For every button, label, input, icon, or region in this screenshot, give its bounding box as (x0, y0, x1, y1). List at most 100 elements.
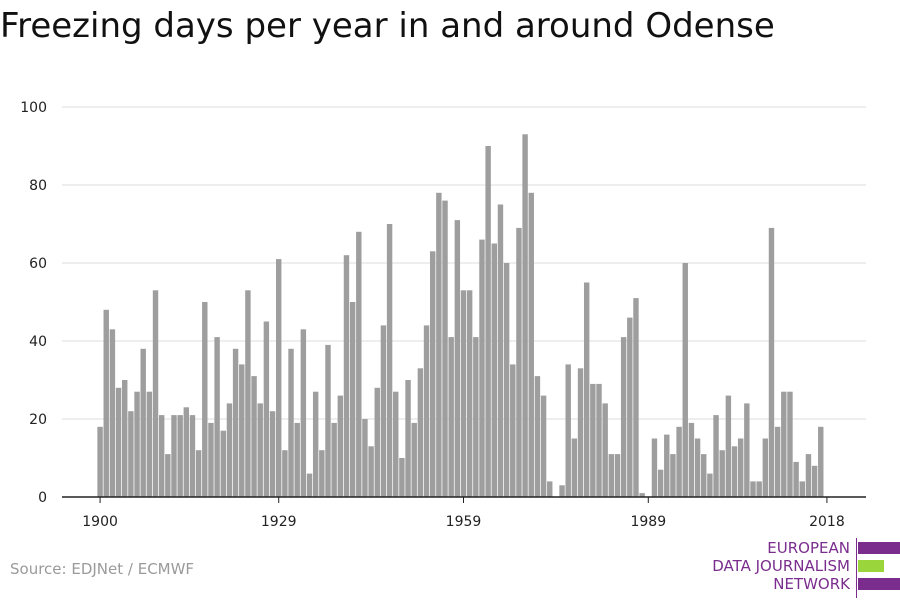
bar-1956 (442, 201, 447, 497)
logo-bar-middle (858, 560, 884, 572)
bar-2002 (726, 396, 731, 497)
bar-1908 (147, 392, 152, 497)
bar-1904 (122, 380, 127, 497)
bar-1997 (695, 439, 700, 498)
bar-1923 (239, 364, 244, 497)
bar-1909 (153, 290, 158, 497)
bar-1983 (609, 454, 614, 497)
bar-1975 (559, 485, 564, 497)
bar-1966 (504, 263, 509, 497)
bars (97, 134, 823, 497)
bar-2003 (732, 446, 737, 497)
bar-1940 (344, 255, 349, 497)
bar-1987 (633, 298, 638, 497)
bar-1912 (171, 415, 176, 497)
bar-2015 (806, 454, 811, 497)
bar-1900 (97, 427, 102, 497)
bar-1972 (541, 396, 546, 497)
bar-1915 (190, 415, 195, 497)
bar-1922 (233, 349, 238, 497)
bar-2006 (750, 481, 755, 497)
bar-2017 (818, 427, 823, 497)
bar-1998 (701, 454, 706, 497)
bar-1980 (590, 384, 595, 497)
bar-1976 (566, 364, 571, 497)
bar-1967 (510, 364, 515, 497)
bar-1918 (208, 423, 213, 497)
bar-1913 (177, 415, 182, 497)
bar-1930 (282, 450, 287, 497)
bar-1934 (307, 474, 312, 497)
x-tick-label-2018: 2018 (809, 514, 845, 530)
bar-1961 (473, 337, 478, 497)
bar-1933 (301, 329, 306, 497)
bar-1919 (214, 337, 219, 497)
bar-1962 (479, 240, 484, 497)
logo-text-european: EUROPEAN (767, 539, 850, 557)
bar-1926 (258, 403, 263, 497)
bar-1979 (584, 283, 589, 498)
bar-1928 (270, 411, 275, 497)
bar-1947 (387, 224, 392, 497)
y-tick-label-20: 20 (29, 412, 47, 428)
bar-1955 (436, 193, 441, 497)
bar-1971 (535, 376, 540, 497)
bar-2012 (787, 392, 792, 497)
bar-1992 (664, 435, 669, 497)
bar-2010 (775, 427, 780, 497)
bar-1984 (615, 454, 620, 497)
bar-1905 (128, 411, 133, 497)
bar-1954 (430, 251, 435, 497)
bar-1932 (294, 423, 299, 497)
bar-1963 (485, 146, 490, 497)
bar-1969 (522, 134, 527, 497)
bar-1902 (110, 329, 115, 497)
bar-1948 (393, 392, 398, 497)
source-credit: Source: EDJNet / ECMWF (10, 560, 194, 578)
bar-1936 (319, 450, 324, 497)
y-tick-label-100: 100 (20, 100, 47, 116)
bar-2007 (756, 481, 761, 497)
bar-1957 (448, 337, 453, 497)
bar-1910 (159, 415, 164, 497)
bar-2009 (769, 228, 774, 497)
logo-text-data-journalism: DATA JOURNALISM (712, 557, 850, 575)
bar-2001 (720, 450, 725, 497)
bar-1977 (572, 439, 577, 498)
bar-1901 (104, 310, 109, 497)
bar-1993 (670, 454, 675, 497)
x-tick-label-1959: 1959 (446, 514, 482, 530)
x-axis-tick-labels: 1900 1929 1959 1989 2018 (82, 514, 844, 530)
y-axis-tick-labels: 0 20 40 60 80 100 (20, 100, 47, 506)
bar-1953 (424, 325, 429, 497)
bar-1970 (529, 193, 534, 497)
freezing-days-bar-chart: 020406080100 1900 1929 1959 1989 2018 (0, 0, 900, 600)
edjnet-logo[interactable]: EUROPEAN DATA JOURNALISM NETWORK (700, 538, 900, 598)
bar-1949 (399, 458, 404, 497)
bar-1929 (276, 259, 281, 497)
bar-1959 (461, 290, 466, 497)
logo-text-network: NETWORK (773, 575, 850, 593)
bar-2008 (763, 439, 768, 498)
x-tick-label-1900: 1900 (82, 514, 118, 530)
bar-1911 (165, 454, 170, 497)
bar-1964 (492, 244, 497, 498)
bar-1999 (707, 474, 712, 497)
bar-1917 (202, 302, 207, 497)
bar-1981 (596, 384, 601, 497)
bar-2004 (738, 439, 743, 498)
bar-1986 (627, 318, 632, 497)
y-tick-label-0: 0 (38, 490, 47, 506)
bar-1920 (221, 431, 226, 497)
y-tick-label-60: 60 (29, 256, 47, 272)
bar-1982 (602, 403, 607, 497)
bar-1931 (288, 349, 293, 497)
x-axis (62, 497, 866, 503)
bar-2014 (800, 481, 805, 497)
bar-2000 (713, 415, 718, 497)
bar-2013 (793, 462, 798, 497)
bar-1935 (313, 392, 318, 497)
bar-1990 (652, 439, 657, 498)
bar-1995 (683, 263, 688, 497)
bar-1968 (516, 228, 521, 497)
